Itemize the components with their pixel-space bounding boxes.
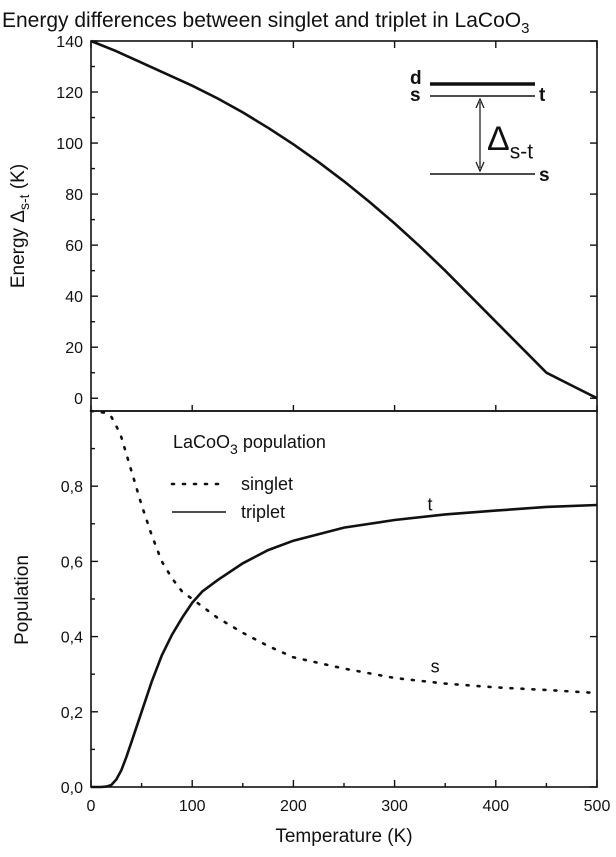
singlet-population-line	[89, 409, 599, 695]
triplet-curve-label: t	[428, 495, 433, 515]
lower-y-tick-label: 0,4	[61, 630, 83, 647]
inset-gap-label: Δs-t	[487, 120, 533, 164]
x-tick-label: 300	[381, 798, 408, 815]
upper-y-tick-label: 20	[65, 340, 83, 357]
lower-y-tick-label: 0,2	[61, 705, 83, 722]
x-tick-label: 200	[280, 798, 307, 815]
lower-y-axis-label: Population	[12, 555, 33, 645]
chart-title: Energy differences between singlet and t…	[2, 9, 529, 37]
upper-y-tick-label: 140	[56, 34, 83, 51]
upper-y-tick-label: 100	[56, 136, 83, 153]
x-axis-label: Temperature (K)	[275, 826, 412, 847]
upper-series-group	[90, 39, 598, 400]
upper-y-tick-label: 60	[65, 238, 83, 255]
x-tick-label: 400	[482, 798, 509, 815]
inset-energy-diagram: d s t Δs-t s	[410, 68, 550, 186]
x-tick-label: 100	[179, 798, 206, 815]
lower-series-group: ts	[89, 409, 599, 789]
lower-y-tick-label: 0,8	[61, 479, 83, 496]
gap-arrow-down-head	[475, 161, 485, 173]
legend-singlet-label: singlet	[241, 474, 293, 494]
energy-gap-line	[90, 39, 598, 400]
upper-y-tick-label: 80	[65, 187, 83, 204]
lower-y-axis: 0,0 0,2 0,4 0,6 0,8	[61, 447, 597, 797]
singlet-curve-label: s	[431, 656, 440, 676]
upper-y-axis: 140 120 100 80 60 40 20 0	[56, 34, 597, 408]
x-axis: 0 100 200 300 400 500	[87, 41, 611, 815]
upper-y-tick-label: 40	[65, 289, 83, 306]
inset-label-d: d	[410, 68, 422, 89]
inset-label-t: t	[539, 85, 546, 106]
x-tick-label: 500	[584, 798, 611, 815]
inset-label-s-upper: s	[410, 85, 421, 106]
legend: LaCoO3 population singlet triplet	[170, 432, 326, 522]
upper-y-tick-label: 0	[74, 391, 83, 408]
legend-title: LaCoO3 population	[173, 432, 326, 457]
upper-y-tick-label: 120	[56, 85, 83, 102]
inset-label-s-lower: s	[539, 165, 550, 186]
triplet-population-line	[91, 503, 598, 789]
lower-y-tick-label: 0,0	[61, 780, 83, 797]
lower-y-tick-label: 0,6	[61, 554, 83, 571]
legend-triplet-label: triplet	[241, 502, 285, 522]
lower-plot-frame	[90, 410, 598, 788]
upper-y-axis-label: Energy Δs-t (K)	[8, 164, 32, 288]
x-tick-label: 0	[87, 798, 96, 815]
gap-arrow-up-head	[475, 97, 485, 109]
